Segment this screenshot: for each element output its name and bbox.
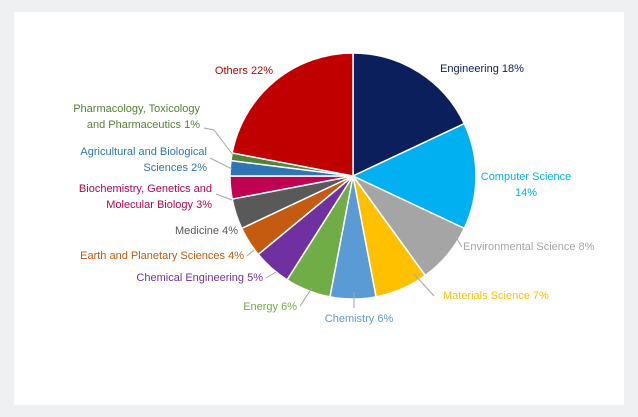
leader-line-biochemistry-genetics-and-molecular-biology [215,193,233,201]
pie-chart: Engineering 18% Computer Science 14% Enviro… [73,52,595,325]
data-label-agricultural-and-biological-sciences: Agricultural and Biological Sciences 2% [80,146,207,174]
data-label-line: Earth and Planetary Sciences 4% [80,250,244,262]
data-label-line: Pharmacology, Toxicology [73,103,200,115]
leader-line-agricultural-and-biological-sciences [209,157,233,170]
data-label-biochemistry-genetics-and-molecular-biology: Biochemistry, Genetics and Molecular Biol… [79,183,212,211]
data-label-engineering: Engineering 18% [440,63,524,75]
leader-line-chemical-engineering [265,271,277,279]
data-label-line: Engineering 18% [440,63,524,75]
data-label-environmental-science: Environmental Science 8% [463,241,595,253]
data-label-line: Others 22% [215,65,273,77]
leader-line-environmental-science [453,233,463,248]
data-label-line: Medicine 4% [175,225,238,237]
data-label-line: Chemical Engineering 5% [136,272,263,284]
data-label-line: and Pharmaceutics 1% [87,119,200,131]
data-label-line: Chemistry 6% [325,313,394,325]
leader-line-materials-science [413,273,435,297]
chart-frame: Engineering 18% Computer Science 14% Enviro… [14,12,624,405]
leader-line-earth-and-planetary-sciences [246,249,255,257]
leader-line-pharmacology-toxicology-and-pharmaceutics [203,127,234,156]
data-label-energy: Energy 6% [243,301,297,313]
data-label-line: Materials Science 7% [443,290,549,302]
data-label-line: Biochemistry, Genetics and [79,183,212,195]
pie-slice-engineering [352,52,466,178]
data-label-pharmacology-toxicology-and-pharmaceutics: Pharmacology, Toxicology and Pharmaceutic… [73,103,200,131]
data-label-line: Sciences 2% [143,162,207,174]
data-label-line: Computer Science [481,171,572,183]
pie-slice-computer-science [351,122,477,230]
data-label-line: Environmental Science 8% [463,241,595,253]
pie-slice-others [231,52,354,177]
data-label-line: Energy 6% [243,301,297,313]
data-label-others: Others 22% [215,65,273,77]
data-label-earth-and-planetary-sciences: Earth and Planetary Sciences 4% [80,250,244,262]
data-label-materials-science: Materials Science 7% [443,290,549,302]
data-label-line: Molecular Biology 3% [106,199,212,211]
data-label-line: Agricultural and Biological [80,146,207,158]
data-label-chemical-engineering: Chemical Engineering 5% [136,272,263,284]
leader-line-energy [299,287,313,307]
data-label-computer-science: Computer Science 14% [481,171,572,199]
data-label-chemistry: Chemistry 6% [325,313,394,325]
data-label-medicine: Medicine 4% [175,225,238,237]
data-label-line: 14% [515,187,537,199]
